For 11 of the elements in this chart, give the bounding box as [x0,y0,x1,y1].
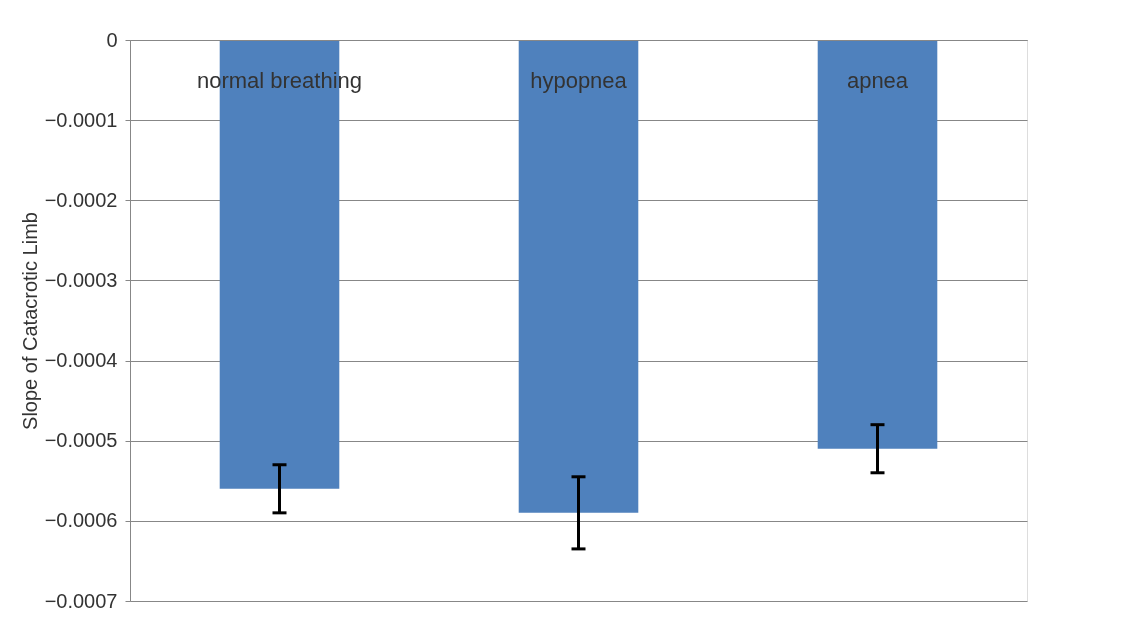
y-tick-label: −0.0004 [44,349,118,372]
y-tick-label: −0.0001 [44,108,118,131]
y-axis-title: Slope of Catacrotic Limb [18,212,41,430]
y-tick-label: 0 [106,28,118,51]
y-tick-label: −0.0006 [44,509,118,532]
y-tick-label: −0.0003 [44,268,118,291]
x-tick-label: hypopnea [530,67,628,93]
y-tick-label: −0.0002 [44,188,118,211]
y-tick-label: −0.0007 [44,589,118,612]
y-tick-label: −0.0005 [44,429,118,452]
x-tick-label: apnea [846,67,909,93]
